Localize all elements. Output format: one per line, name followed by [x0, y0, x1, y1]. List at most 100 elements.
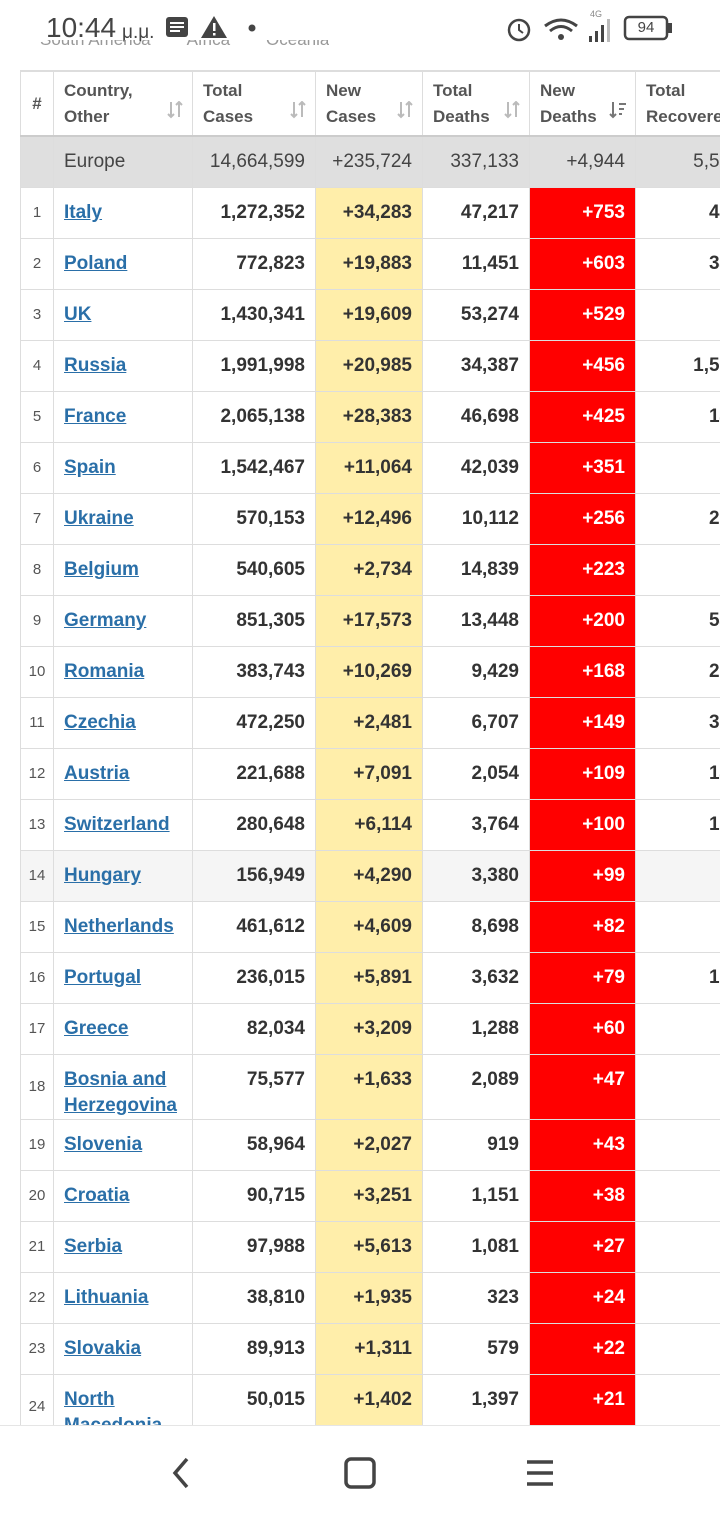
cell-text: 259, — [709, 508, 720, 529]
total-deaths-cell: 1,288 — [423, 1004, 530, 1055]
cell-text: 280,648 — [236, 814, 305, 835]
new-cases-cell: +4,609 — [316, 902, 423, 953]
total-cases-cell: 156,949 — [193, 851, 316, 902]
cell-text: 2,054 — [471, 763, 519, 784]
total-recovered-cell: 259, — [636, 494, 720, 545]
cell-text: +1,311 — [354, 1338, 412, 1359]
total-deaths-cell: 1,397 — [423, 1375, 530, 1426]
total-recovered-cell: 35, — [636, 1324, 720, 1375]
country-cell: Portugal — [54, 953, 193, 1004]
country-link[interactable]: Romania — [64, 661, 144, 682]
country-link[interactable]: Russia — [64, 355, 126, 376]
sort-icon[interactable] — [289, 101, 307, 119]
cell-text: 337,133 — [450, 151, 519, 172]
rank-cell: 11 — [21, 698, 54, 749]
total-cases-cell: 82,034 — [193, 1004, 316, 1055]
cell-text: 2,089 — [471, 1069, 519, 1090]
column-header[interactable]: New Cases — [316, 71, 423, 136]
sort-icon[interactable] — [166, 101, 184, 119]
country-link[interactable]: Lithuania — [64, 1287, 148, 1308]
column-header[interactable]: Total Cases — [193, 71, 316, 136]
country-link[interactable]: Poland — [64, 253, 127, 274]
country-link[interactable]: Slovakia — [64, 1338, 141, 1359]
new-cases-cell: +17,573 — [316, 596, 423, 647]
column-header[interactable]: Total Recovered — [636, 71, 720, 136]
country-cell: Poland — [54, 239, 193, 290]
country-link[interactable]: Bosnia and Herzegovina — [64, 1069, 177, 1116]
country-link[interactable]: Belgium — [64, 559, 139, 580]
rank-cell: 20 — [21, 1171, 54, 1222]
country-link[interactable]: Switzerland — [64, 814, 170, 835]
country-cell: Romania — [54, 647, 193, 698]
column-header[interactable]: Country, Other — [54, 71, 193, 136]
cell-text: +4,290 — [353, 865, 412, 886]
total-recovered-cell: 34, — [636, 851, 720, 902]
cell-text: 6 — [33, 459, 41, 476]
country-link[interactable]: Greece — [64, 1018, 128, 1039]
new-cases-cell: +1,935 — [316, 1273, 423, 1324]
country-link[interactable]: Croatia — [64, 1185, 129, 1206]
new-cases-cell: +10,269 — [316, 647, 423, 698]
column-header[interactable]: Total Deaths — [423, 71, 530, 136]
country-cell: Europe — [54, 136, 193, 188]
total-cases-cell: 1,991,998 — [193, 341, 316, 392]
cell-text: +34,283 — [343, 202, 412, 223]
cell-text: +82 — [593, 916, 625, 937]
country-link[interactable]: Serbia — [64, 1236, 122, 1257]
total-cases-cell: 851,305 — [193, 596, 316, 647]
cell-text: +28,383 — [343, 406, 412, 427]
cell-text: 546, — [709, 610, 720, 631]
rank-cell — [21, 136, 54, 188]
sort-icon[interactable] — [609, 101, 627, 119]
cell-text: 38,810 — [247, 1287, 305, 1308]
region-tab[interactable]: Africa — [187, 40, 230, 50]
country-link[interactable]: Slovenia — [64, 1134, 142, 1155]
country-link[interactable]: Portugal — [64, 967, 141, 988]
region-tab[interactable]: South America — [40, 40, 151, 50]
cell-text: +235,724 — [332, 151, 412, 172]
country-link[interactable]: Germany — [64, 610, 146, 631]
menu-button[interactable] — [527, 1462, 553, 1484]
cell-text: +60 — [593, 1018, 625, 1039]
cell-text: 156,949 — [236, 865, 305, 886]
country-link[interactable]: UK — [64, 304, 91, 325]
new-cases-cell: +1,402 — [316, 1375, 423, 1426]
country-link[interactable]: Netherlands — [64, 916, 174, 937]
back-button[interactable] — [175, 1459, 187, 1487]
country-link[interactable]: Italy — [64, 202, 102, 223]
cell-text: +529 — [582, 304, 625, 325]
country-link[interactable]: Czechia — [64, 712, 136, 733]
country-link[interactable]: Spain — [64, 457, 116, 478]
cell-text: 18 — [29, 1078, 46, 1095]
sort-icon[interactable] — [503, 101, 521, 119]
country-link[interactable]: Ukraine — [64, 508, 134, 529]
home-button[interactable] — [346, 1459, 374, 1487]
total-deaths-cell: 919 — [423, 1120, 530, 1171]
rank-cell: 9 — [21, 596, 54, 647]
rank-cell: 12 — [21, 749, 54, 800]
total-recovered-cell: 39, — [636, 1055, 720, 1120]
country-cell: Serbia — [54, 1222, 193, 1273]
nav-bar — [0, 1425, 720, 1521]
region-tab[interactable]: Oceania — [266, 40, 329, 50]
cell-text: 221,688 — [236, 763, 305, 784]
new-cases-cell: +235,724 — [316, 136, 423, 188]
total-deaths-cell: 2,054 — [423, 749, 530, 800]
country-link[interactable]: Austria — [64, 763, 129, 784]
rank-cell: 16 — [21, 953, 54, 1004]
sort-icon[interactable] — [396, 101, 414, 119]
country-link[interactable]: North Macedonia — [64, 1389, 162, 1425]
cell-text: 342, — [709, 253, 720, 274]
region-tabs: South America Africa Oceania — [40, 40, 329, 60]
country-link[interactable]: Hungary — [64, 865, 141, 886]
country-cell: Slovenia — [54, 1120, 193, 1171]
rank-cell: 24 — [21, 1375, 54, 1426]
cell-text: 323 — [487, 1287, 519, 1308]
country-link[interactable]: France — [64, 406, 126, 427]
column-header[interactable]: New Deaths — [530, 71, 636, 136]
cell-text: 75,577 — [247, 1069, 305, 1090]
